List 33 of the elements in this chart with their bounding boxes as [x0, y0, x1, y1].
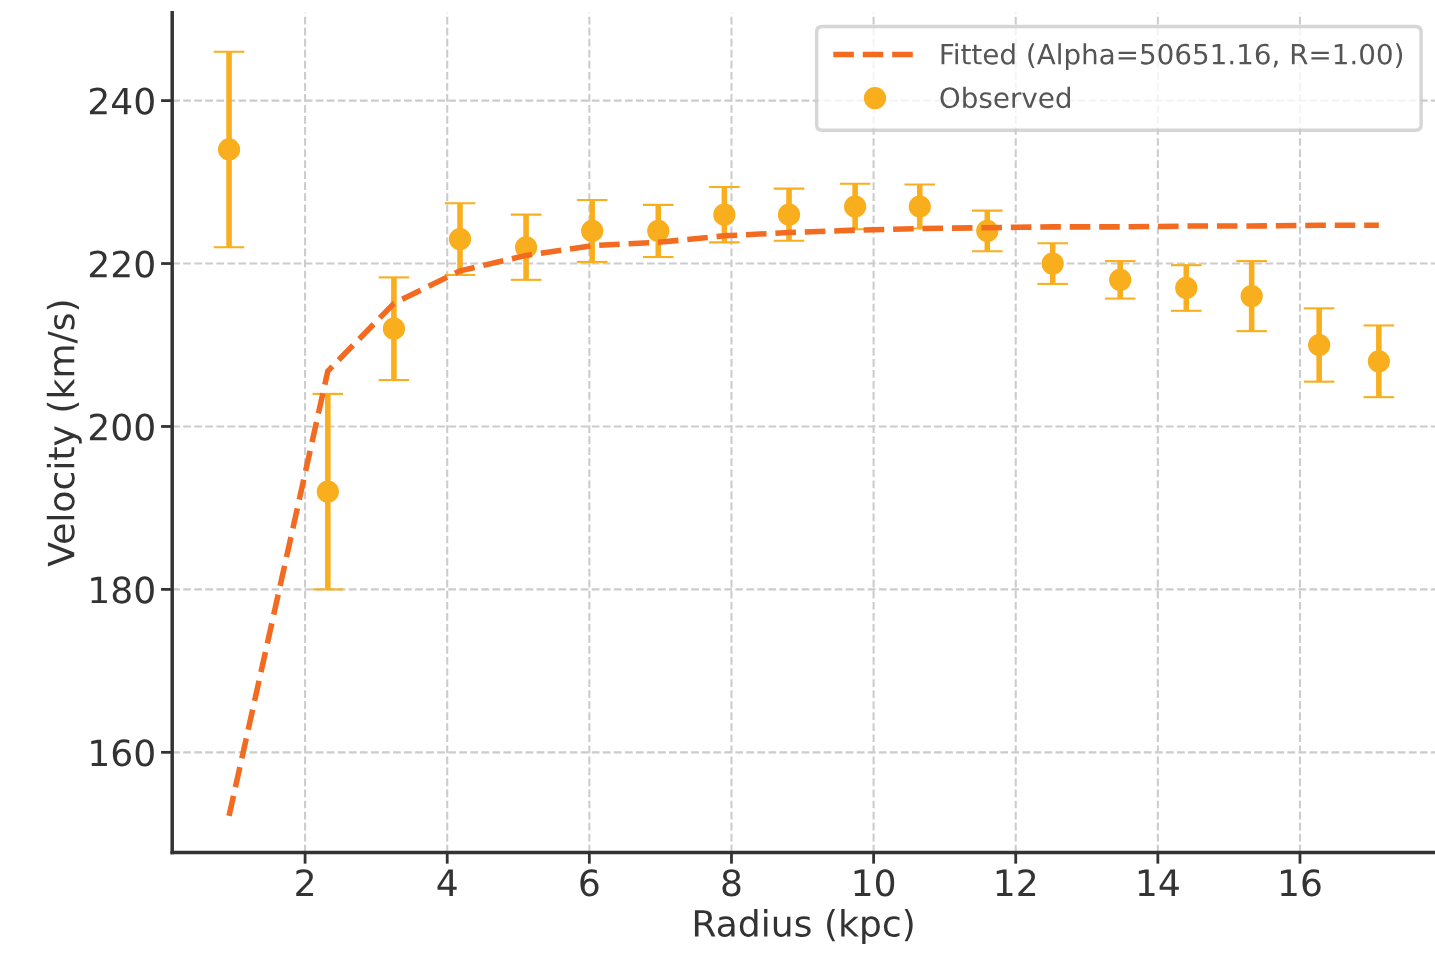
- point: [217, 138, 241, 161]
- y-tick-label: 160: [91, 739, 154, 767]
- legend-label: Fitted (Alpha=50651.16, R=1.00): [941, 43, 1403, 71]
- y-tick-label: 240: [89, 87, 154, 115]
- y-tick-label: 220: [89, 250, 154, 278]
- point: [448, 227, 472, 251]
- x-tick-label: 2: [296, 869, 313, 896]
- legend-label: Observed: [940, 86, 1070, 109]
- x-tick-label: 16: [1280, 869, 1321, 897]
- x-axis-title: Radius (kpc): [694, 909, 913, 944]
- x-tick-label: 14: [1138, 869, 1179, 896]
- x-tick-label: 4: [437, 869, 457, 896]
- y-axis-title: Velocity (km/s): [46, 301, 82, 567]
- point: [1109, 268, 1132, 291]
- point: [713, 203, 736, 226]
- point: [1175, 276, 1198, 300]
- point: [1367, 350, 1390, 373]
- x-tick-label: 12: [996, 869, 1036, 896]
- point: [382, 317, 406, 340]
- point: [647, 219, 670, 243]
- x-tick-label: 10: [854, 869, 895, 897]
- point: [844, 195, 867, 218]
- y-tick-label: 180: [91, 576, 154, 604]
- point: [316, 480, 339, 503]
- point: [1240, 285, 1263, 308]
- point: [908, 195, 931, 218]
- x-tick-label: 6: [580, 869, 599, 897]
- point: [1041, 252, 1064, 275]
- point: [1308, 333, 1331, 357]
- point: [581, 219, 604, 243]
- y-tick-label: 200: [89, 413, 154, 441]
- x-tick-label: 8: [722, 869, 741, 897]
- point: [777, 203, 801, 226]
